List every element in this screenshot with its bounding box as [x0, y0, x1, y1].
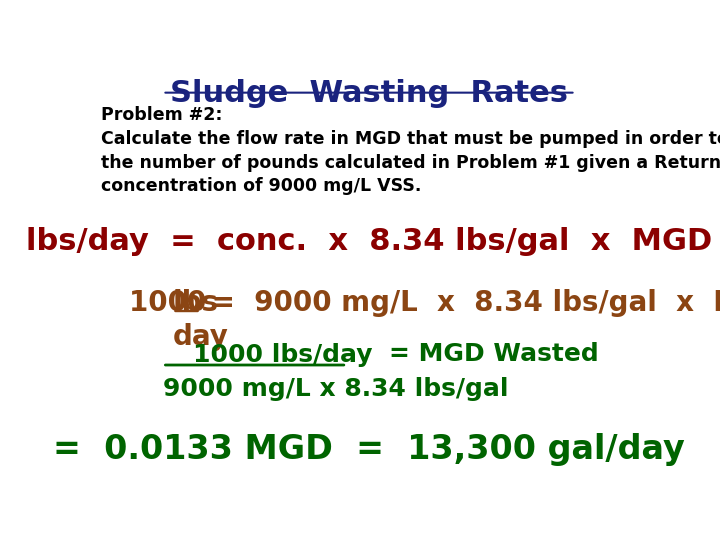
Text: 1000 lbs/day: 1000 lbs/day [193, 343, 373, 367]
Text: =  9000 mg/L  x  8.34 lbs/gal  x  MGD: = 9000 mg/L x 8.34 lbs/gal x MGD [202, 289, 720, 318]
Text: 9000 mg/L x 8.34 lbs/gal: 9000 mg/L x 8.34 lbs/gal [163, 377, 508, 401]
Text: Problem #2:: Problem #2: [101, 106, 222, 124]
Text: concentration of 9000 mg/L VSS.: concentration of 9000 mg/L VSS. [101, 178, 421, 195]
Text: Calculate the flow rate in MGD that must be pumped in order to waste: Calculate the flow rate in MGD that must… [101, 130, 720, 148]
Text: lbs/day  =  conc.  x  8.34 lbs/gal  x  MGD: lbs/day = conc. x 8.34 lbs/gal x MGD [26, 227, 712, 256]
Text: = MGD Wasted: = MGD Wasted [389, 342, 598, 366]
Text: =  0.0133 MGD  =  13,300 gal/day: = 0.0133 MGD = 13,300 gal/day [53, 433, 685, 466]
Text: day: day [173, 323, 228, 352]
Text: 1000: 1000 [129, 289, 216, 318]
Text: lbs: lbs [173, 289, 219, 318]
Text: Sludge  Wasting  Rates: Sludge Wasting Rates [170, 79, 568, 109]
Text: the number of pounds calculated in Problem #1 given a Return Sludge: the number of pounds calculated in Probl… [101, 154, 720, 172]
